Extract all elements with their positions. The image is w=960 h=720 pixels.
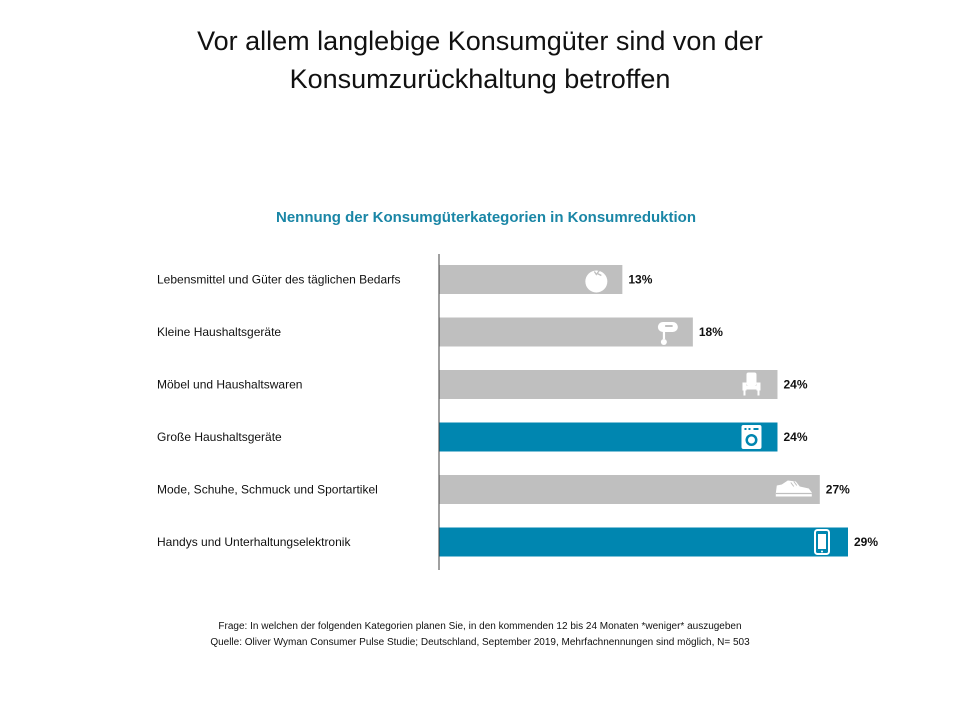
page-title: Vor allem langlebige Konsumgüter sind vo… [0,22,960,98]
category-label: Große Haushaltsgeräte [157,430,282,444]
washing-machine-icon [741,425,762,449]
value-label: 27% [826,483,850,497]
chart-title: Nennung der Konsumgüterkategorien in Kon… [275,209,697,226]
category-label: Mode, Schuhe, Schmuck und Sportartikel [157,483,378,497]
sneaker-icon [775,480,812,497]
value-label: 24% [783,378,807,392]
armchair-icon [742,372,761,396]
bar [439,527,848,557]
hand-mixer-icon [657,322,678,345]
value-label: 29% [854,535,878,549]
title-line-2: Konsumzurückhaltung betroffen [289,64,671,94]
bar [439,317,693,347]
value-label: 24% [783,430,807,444]
title-line-1: Vor allem langlebige Konsumgüter sind vo… [197,26,763,56]
chart-footer: Frage: In welchen der folgenden Kategori… [0,619,960,651]
tomato-icon [585,270,608,293]
bar [439,422,778,452]
value-label: 13% [628,273,652,287]
bar [439,475,820,504]
category-label: Kleine Haushaltsgeräte [157,325,281,339]
value-label: 18% [699,325,723,339]
source-note: Quelle: Oliver Wyman Consumer Pulse Stud… [210,637,750,648]
smartphone-icon [814,529,830,555]
category-label: Handys und Unterhaltungselektronik [157,535,351,549]
question-note: Frage: In welchen der folgenden Kategori… [218,621,742,632]
category-label: Möbel und Haushaltswaren [157,378,302,392]
category-label: Lebensmittel und Güter des täglichen Bed… [157,273,400,287]
bar [439,370,778,399]
